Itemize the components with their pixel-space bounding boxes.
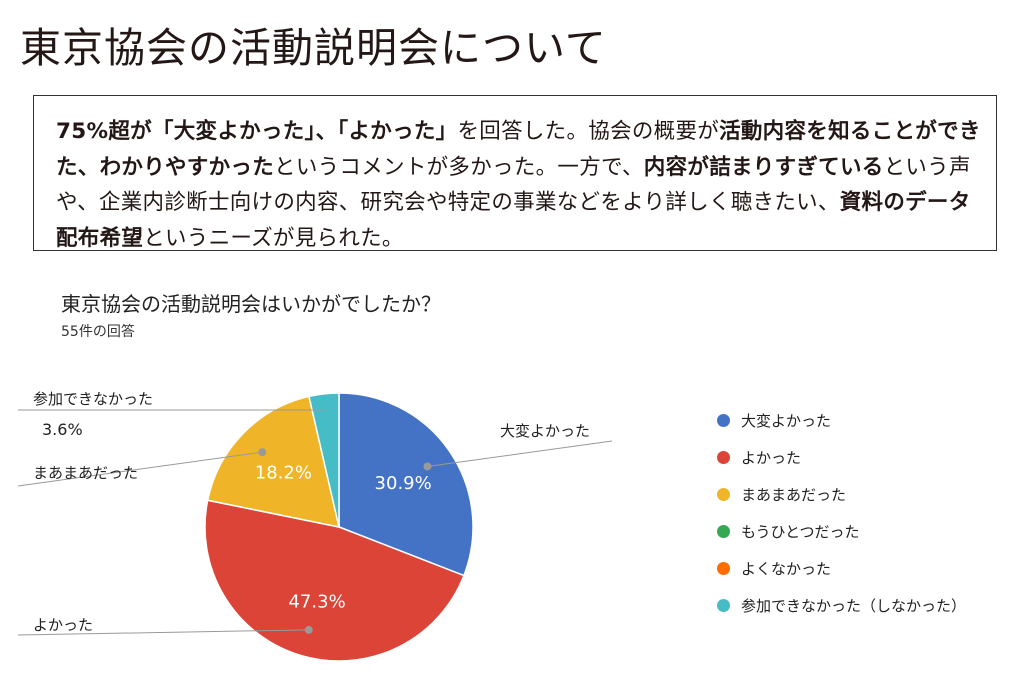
summary-run: を回答した。協会の概要が xyxy=(457,119,720,144)
pie-slice-5 xyxy=(308,392,340,528)
callout-label-1: よかった xyxy=(33,616,93,634)
slice-label-0: 30.9% xyxy=(375,473,432,494)
legend-item: もうひとつだった xyxy=(717,513,966,550)
callout-label-0: 大変よかった xyxy=(500,422,590,440)
summary-emphasis: 活動内容を知ることができた、わかりやすかった xyxy=(56,119,981,180)
legend-label: もうひとつだった xyxy=(741,523,860,541)
summary-run: という声や、企業内診断士向けの内容、研究会や特定の事業などをより詳しく聴きたい、 xyxy=(56,154,971,216)
slice-label-2: 18.2% xyxy=(255,463,312,484)
summary-emphasis: 75%超が「大変よかった」、「よかった」 xyxy=(56,119,458,144)
summary-emphasis: 資料のデータ配布希望 xyxy=(56,190,971,251)
callout-line-2 xyxy=(17,451,263,487)
legend-label: まあまあだった xyxy=(741,486,847,504)
pie-slice-0 xyxy=(338,392,474,577)
callout-label-2: まあまあだった xyxy=(33,464,138,482)
summary-emphasis: 内容が詰まりすぎている xyxy=(643,154,884,180)
summary-run: というニーズが見られた。 xyxy=(143,225,404,251)
pie-slice-1 xyxy=(204,499,465,662)
pie-slice-2 xyxy=(206,395,340,528)
legend-swatch xyxy=(717,488,730,501)
callout-dot-1 xyxy=(304,625,313,634)
legend-swatch xyxy=(717,562,730,575)
callout-dot-0 xyxy=(423,462,432,471)
legend-swatch xyxy=(717,525,730,538)
legend-label: よくなかった xyxy=(741,560,832,578)
chart-subtitle: 55件の回答 xyxy=(61,324,135,340)
legend-swatch xyxy=(717,599,730,612)
callout-dot-2 xyxy=(258,448,267,457)
legend-item: 参加できなかった（しなかった） xyxy=(717,587,966,624)
summary-box: 75%超が「大変よかった」、「よかった」を回答した。協会の概要が活動内容を知るこ… xyxy=(33,95,997,251)
chart-legend: 大変よかった よかったまあまあだった もうひとつだった よくなかった参加できなかった（… xyxy=(717,402,966,624)
legend-swatch xyxy=(717,451,730,464)
callout-line-0 xyxy=(427,440,613,467)
slice-label-1: 47.3% xyxy=(288,592,345,613)
legend-label: 参加できなかった（しなかった） xyxy=(741,597,967,615)
legend-item: よかった xyxy=(717,439,966,476)
page-title: 東京協会の活動説明会について xyxy=(20,24,607,72)
chart-title: 東京協会の活動説明会はいかがでしたか？ xyxy=(61,292,441,316)
summary-run: というコメントが多かった。一方で、 xyxy=(274,154,644,180)
callout-label-5: 参加できなかった xyxy=(33,390,153,408)
legend-swatch xyxy=(717,414,730,427)
legend-item: まあまあだった xyxy=(717,476,966,513)
legend-label: 大変よかった xyxy=(741,412,832,430)
legend-label: よかった xyxy=(741,449,802,467)
callout-value-5: 3.6% xyxy=(42,420,83,439)
legend-item: 大変よかった xyxy=(717,402,966,439)
legend-item: よくなかった xyxy=(717,550,966,587)
callout-line-1 xyxy=(17,629,309,636)
summary-text: 75%超が「大変よかった」、「よかった」を回答した。協会の概要が活動内容を知るこ… xyxy=(56,114,984,256)
